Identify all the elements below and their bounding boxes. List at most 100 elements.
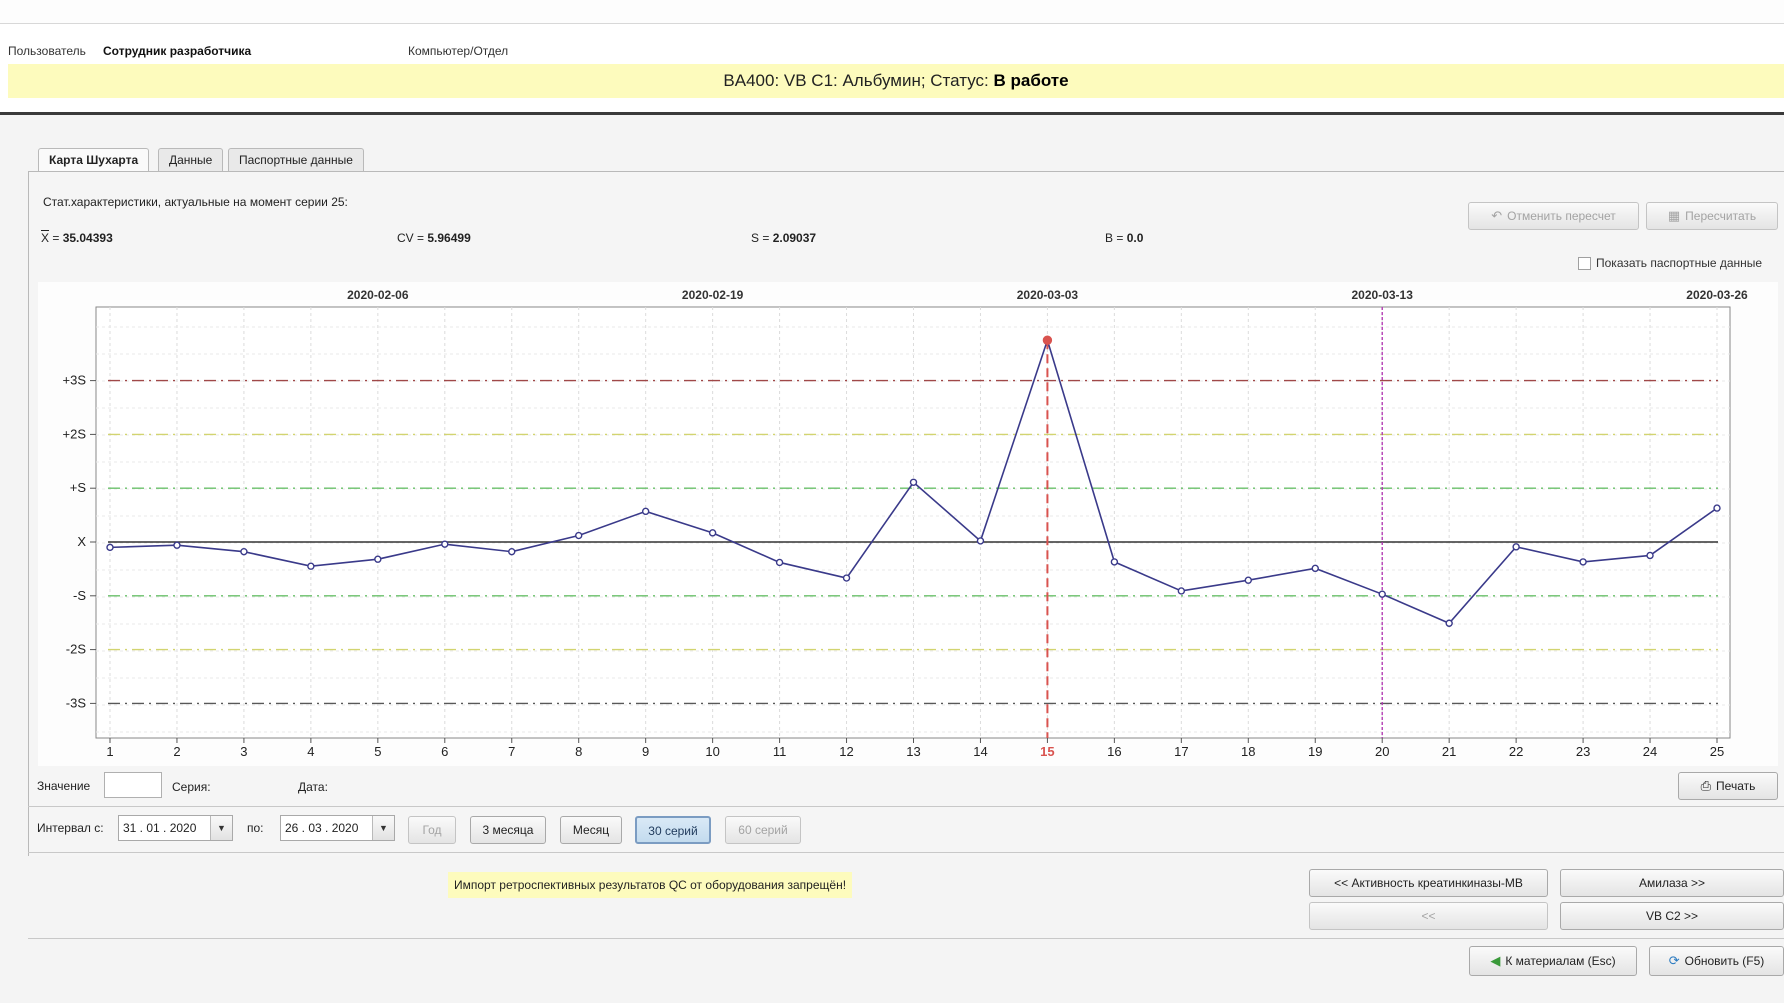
stat-mean-value: 35.04393	[62, 231, 113, 245]
date-tick-label: 2020-03-26	[1686, 288, 1748, 302]
refresh-icon: ⟳	[1668, 953, 1680, 968]
status-prefix: BA400: VB C1: Альбумин; Статус:	[723, 71, 989, 90]
date-tick-label: 2020-02-06	[347, 288, 409, 302]
next-material-button[interactable]: VB C2 >>	[1560, 902, 1784, 930]
window-top-strip	[0, 0, 1784, 24]
cancel-recalc-button[interactable]: ↶ Отменить пересчет	[1468, 202, 1639, 230]
next-analyte-button[interactable]: Амилаза >>	[1560, 869, 1784, 897]
y-tick-label: +3S	[63, 373, 87, 388]
show-passport-checkbox[interactable]	[1578, 257, 1591, 270]
header-divider	[0, 112, 1784, 115]
stat-mean: X = 35.04393	[41, 231, 113, 245]
to-materials-label: К материалам (Esc)	[1505, 954, 1616, 968]
data-point	[976, 537, 985, 545]
tab-shewhart-chart[interactable]: Карта Шухарта	[38, 148, 150, 173]
divider	[28, 806, 1784, 807]
thirty-series-button[interactable]: 30 серий	[635, 816, 711, 844]
data-point	[1713, 504, 1721, 512]
data-point	[508, 547, 516, 556]
data-point	[1177, 587, 1186, 595]
to-materials-button[interactable]: ◀ К материалам (Esc)	[1469, 946, 1637, 976]
y-tick-label: -2S	[66, 642, 87, 657]
prev-material-button[interactable]: <<	[1309, 902, 1548, 930]
x-tick-label: 22	[1509, 744, 1523, 759]
x-tick-label: 24	[1643, 744, 1657, 759]
stat-cv: CV = 5.96499	[397, 231, 471, 245]
data-point	[708, 529, 717, 537]
tab-passport-data[interactable]: Паспортные данные	[228, 148, 364, 172]
x-tick-label: 23	[1576, 744, 1590, 759]
x-tick-label: 13	[906, 744, 920, 759]
date-from-combo[interactable]: 31 . 01 . 2020 ▼	[118, 815, 233, 841]
data-point	[173, 541, 181, 549]
x-tick-label: 18	[1241, 744, 1255, 759]
divider	[28, 852, 1784, 853]
data-point	[1042, 335, 1053, 345]
x-tick-label: 5	[374, 744, 381, 759]
chevron-down-icon[interactable]: ▼	[210, 816, 232, 840]
data-point	[1311, 564, 1319, 573]
y-tick-label: +S	[70, 480, 87, 495]
data-point	[240, 547, 248, 556]
x-tick-label: 3	[240, 744, 247, 759]
stats-title: Стат.характеристики, актуальные на момен…	[43, 195, 348, 209]
x-tick-label: 21	[1442, 744, 1456, 759]
stat-s-value: 2.09037	[772, 231, 817, 245]
interval-to-label: по:	[247, 821, 264, 835]
shewhart-chart: +3S +2S +S X -S -2S -3S 2020-02-06 2020-02-19 202…	[38, 282, 1778, 766]
y-tick-label: X	[77, 534, 86, 549]
three-months-button[interactable]: 3 месяца	[470, 816, 546, 844]
x-tick-label: 15	[1040, 744, 1054, 759]
data-point	[775, 558, 784, 567]
computer-label: Компьютер/Отдел	[408, 44, 509, 58]
x-tick-label: 1	[106, 744, 113, 759]
tab-data[interactable]: Данные	[158, 148, 224, 172]
data-point	[307, 562, 315, 570]
month-button[interactable]: Месяц	[560, 816, 622, 844]
date-to-combo[interactable]: 26 . 03 . 2020 ▼	[280, 815, 395, 841]
x-tick-label: 7	[508, 744, 515, 759]
x-tick-label: 11	[773, 744, 787, 759]
stat-cv-value: 5.96499	[427, 231, 471, 245]
value-label: Значение	[37, 779, 91, 793]
user-info-row: Пользователь Сотрудник разработчика Комп…	[8, 44, 1778, 60]
stat-b-eq: =	[1113, 231, 1127, 245]
x-tick-label: 17	[1174, 744, 1188, 759]
series-label: Серия:	[172, 780, 211, 794]
print-label: Печать	[1716, 779, 1756, 793]
data-point	[1646, 551, 1654, 560]
data-point	[909, 478, 918, 486]
x-tick-label: 10	[705, 744, 719, 759]
refresh-button[interactable]: ⟳ Обновить (F5)	[1649, 946, 1784, 976]
y-tick-label: +2S	[63, 426, 87, 441]
x-tick-label: 12	[839, 744, 853, 759]
sixty-series-button[interactable]: 60 серий	[725, 816, 801, 844]
year-button[interactable]: Год	[408, 816, 456, 844]
stat-mean-label: X	[41, 231, 50, 245]
y-tick-label: -S	[73, 588, 86, 603]
stat-s-label: S	[751, 231, 760, 245]
stat-cv-eq: =	[413, 231, 428, 245]
stat-s-eq: =	[759, 231, 773, 245]
y-tick-label: -3S	[66, 695, 87, 710]
print-button[interactable]: ⎙ Печать	[1678, 772, 1778, 800]
x-tick-label: 9	[642, 744, 649, 759]
show-passport-label: Показать паспортные данные	[1596, 256, 1763, 270]
chevron-down-icon[interactable]: ▼	[372, 816, 394, 840]
value-field[interactable]	[104, 772, 162, 798]
recalc-button[interactable]: ▦ Пересчитать	[1646, 202, 1778, 230]
calculator-icon: ▦	[1667, 208, 1681, 223]
stat-cv-label: CV	[397, 231, 414, 245]
x-tick-label: 8	[575, 744, 582, 759]
back-arrow-icon: ◀	[1490, 953, 1501, 968]
data-point	[1512, 543, 1520, 551]
data-point	[575, 531, 583, 540]
x-tick-label: 25	[1710, 744, 1724, 759]
prev-analyte-button[interactable]: << Активность креатинкиназы-МВ	[1309, 869, 1548, 897]
undo-icon: ↶	[1491, 208, 1503, 223]
x-tick-label: 16	[1107, 744, 1121, 759]
date-label: Дата:	[298, 780, 328, 794]
data-point	[1244, 576, 1252, 584]
data-point	[1378, 590, 1386, 598]
